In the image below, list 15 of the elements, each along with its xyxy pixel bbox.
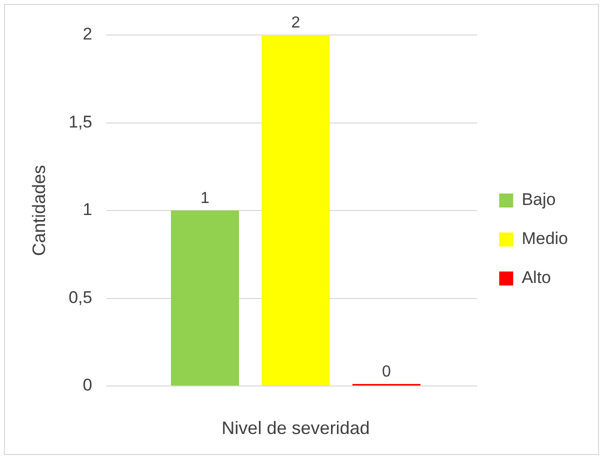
y-axis-title: Cantidades <box>28 164 49 256</box>
y-tick-label: 1 <box>82 200 92 220</box>
y-tick-label: 1,5 <box>68 112 92 132</box>
bar <box>262 35 330 386</box>
y-tick-label: 0,5 <box>68 288 92 307</box>
bar <box>170 210 239 386</box>
data-label: 2 <box>291 14 300 32</box>
data-label: 1 <box>200 190 210 207</box>
legend-label: Bajo <box>522 190 556 210</box>
x-axis-title: Nivel de severidad <box>222 418 370 438</box>
legend-label: Medio <box>522 229 568 248</box>
y-tick-label: 0 <box>82 376 92 395</box>
data-label: 0 <box>382 363 392 380</box>
legend-label: Alto <box>522 268 551 288</box>
y-tick-label: 2 <box>82 24 92 44</box>
